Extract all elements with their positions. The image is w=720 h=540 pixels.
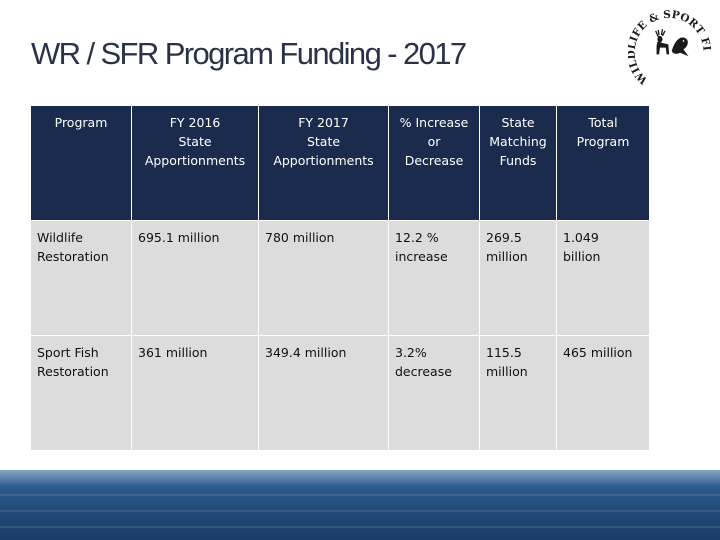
- cell-state-matching: 269.5 million: [479, 220, 557, 336]
- deer-and-fish-emblem: [655, 29, 689, 57]
- header-fy2016-line-3: Apportionments: [144, 153, 246, 168]
- cell-total-program: 465 million: [556, 335, 650, 451]
- footer-glare: [0, 470, 720, 486]
- cell-state-matching: 115.5 million: [479, 335, 557, 451]
- header-state-matching-line-1: State: [501, 115, 535, 130]
- table-header-row: Program FY 2016 State Apportionments FY …: [30, 105, 650, 221]
- matching-value: 269.5: [486, 230, 522, 245]
- footer-water-band: [0, 470, 720, 540]
- footer-ripple: [0, 494, 720, 496]
- wildlife-sport-fish-restoration-logo: WILDLIFE & SPORT FISH RESTORATION: [628, 4, 712, 87]
- header-fy2017-line-2: State: [306, 134, 341, 149]
- header-percent-change-line-2: or: [427, 134, 441, 149]
- logo-ring-text: WILDLIFE & SPORT FISH RESTORATION: [628, 4, 712, 87]
- header-state-matching-line-2: Matching: [489, 134, 547, 149]
- header-state-matching-line-3: Funds: [499, 153, 537, 168]
- header-fy2017-line-3: Apportionments: [273, 153, 374, 168]
- change-direction: increase: [395, 249, 448, 264]
- total-unit: billion: [563, 249, 601, 264]
- cell-fy2016: 695.1 million: [131, 220, 259, 336]
- matching-unit: million: [486, 364, 528, 379]
- cell-percent-change: 3.2% decrease: [388, 335, 480, 451]
- header-total-program-line-2: Program: [576, 134, 630, 149]
- header-percent-change-line-1: % Increase: [399, 115, 469, 130]
- change-direction: decrease: [395, 364, 452, 379]
- header-percent-change-line-3: Decrease: [404, 153, 464, 168]
- footer-ripple: [0, 526, 720, 528]
- cell-fy2016: 361 million: [131, 335, 259, 451]
- header-program: Program: [30, 105, 132, 221]
- svg-text:WILDLIFE & SPORT FISH RESTORAT: WILDLIFE & SPORT FISH RESTORATION: [628, 4, 712, 87]
- header-fy2017-line-1: FY 2017: [298, 115, 349, 130]
- cell-program: Sport Fish Restoration: [30, 335, 132, 451]
- cell-percent-change: 12.2 % increase: [388, 220, 480, 336]
- matching-value: 115.5: [486, 345, 522, 360]
- header-percent-change: % Increase or Decrease: [388, 105, 480, 221]
- header-program-line: Program: [54, 115, 108, 130]
- footer-ripple: [0, 510, 720, 512]
- change-value: 3.2%: [395, 345, 427, 360]
- total-value: 1.049: [563, 230, 599, 245]
- header-state-matching: State Matching Funds: [479, 105, 557, 221]
- header-fy2016-line-2: State: [178, 134, 212, 149]
- header-fy2016: FY 2016 State Apportionments: [131, 105, 259, 221]
- table-row-sport-fish-restoration: Sport Fish Restoration 361 million 349.4…: [30, 335, 650, 451]
- total-value: 465 million: [563, 345, 633, 360]
- cell-total-program: 1.049 billion: [556, 220, 650, 336]
- cell-fy2017: 780 million: [258, 220, 389, 336]
- header-fy2017: FY 2017 State Apportionments: [258, 105, 389, 221]
- matching-unit: million: [486, 249, 528, 264]
- header-fy2016-line-1: FY 2016: [169, 115, 221, 130]
- table-row-wildlife-restoration: Wildlife Restoration 695.1 million 780 m…: [30, 220, 650, 336]
- program-name-line-1: Wildlife: [37, 230, 84, 245]
- slide-title: WR / SFR Program Funding - 2017: [31, 36, 467, 71]
- header-total-program-line-1: Total: [588, 115, 618, 130]
- funding-table: Program FY 2016 State Apportionments FY …: [30, 105, 650, 451]
- change-value: 12.2 %: [395, 230, 439, 245]
- program-name-line-2: Restoration: [37, 364, 109, 379]
- cell-program: Wildlife Restoration: [30, 220, 132, 336]
- header-total-program: Total Program: [556, 105, 650, 221]
- cell-fy2017: 349.4 million: [258, 335, 389, 451]
- program-name-line-1: Sport Fish: [37, 345, 99, 360]
- program-name-line-2: Restoration: [37, 249, 109, 264]
